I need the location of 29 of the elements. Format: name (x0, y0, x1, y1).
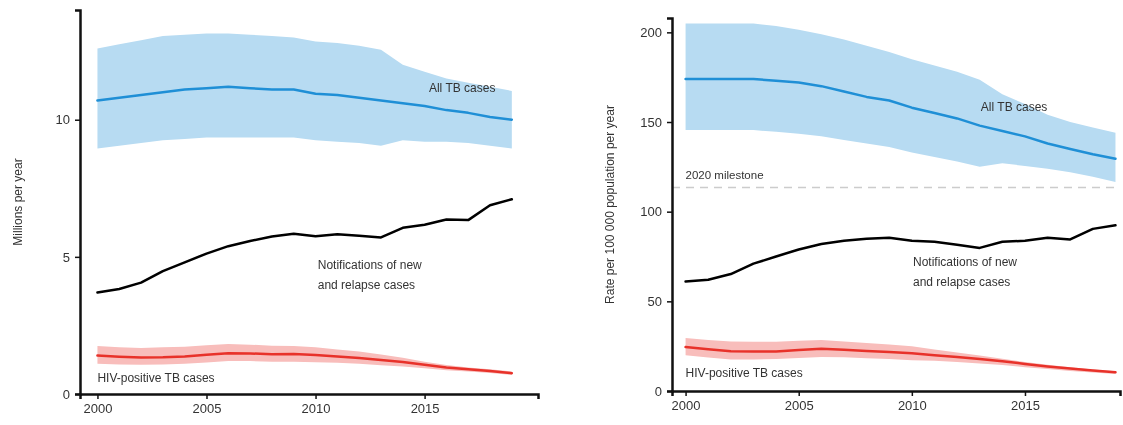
y-tick-label: 0 (62, 386, 70, 402)
series-label: Notifications of new and relapse cases (912, 255, 1018, 290)
y-tick-label: 200 (640, 25, 662, 41)
ref-line-label: 2020 milestone (685, 169, 764, 182)
y-tick-label: 10 (55, 112, 70, 128)
x-tick-label: 2000 (83, 401, 113, 417)
y-tick-label: 5 (62, 249, 70, 265)
series-label: HIV-positive TB cases (97, 370, 215, 385)
x-tick-label: 2005 (784, 398, 814, 414)
x-tick-label: 2015 (410, 401, 440, 417)
line-series (684, 77, 1117, 161)
series-label: HIV-positive TB cases (685, 366, 803, 381)
series-label: All TB cases (980, 100, 1048, 115)
line-series (96, 198, 514, 294)
y-tick-label: 100 (640, 204, 662, 220)
x-tick-label: 2005 (192, 401, 222, 417)
y-axis-title: Rate per 100 000 population per year (603, 105, 617, 304)
line-series (96, 351, 514, 375)
x-tick-label: 2000 (671, 398, 701, 414)
y-tick-label: 150 (640, 114, 662, 130)
series-label: All TB cases (428, 81, 496, 96)
y-tick-label: 0 (654, 383, 662, 399)
y-axis-title: Millions per year (11, 158, 25, 246)
y-tick-label: 50 (647, 294, 662, 309)
line-series (96, 85, 514, 121)
series-label: Notifications of new and relapse cases (317, 258, 423, 293)
x-tick-label: 2010 (301, 401, 331, 417)
x-tick-label: 2015 (1011, 398, 1040, 414)
x-tick-label: 2010 (897, 398, 927, 414)
